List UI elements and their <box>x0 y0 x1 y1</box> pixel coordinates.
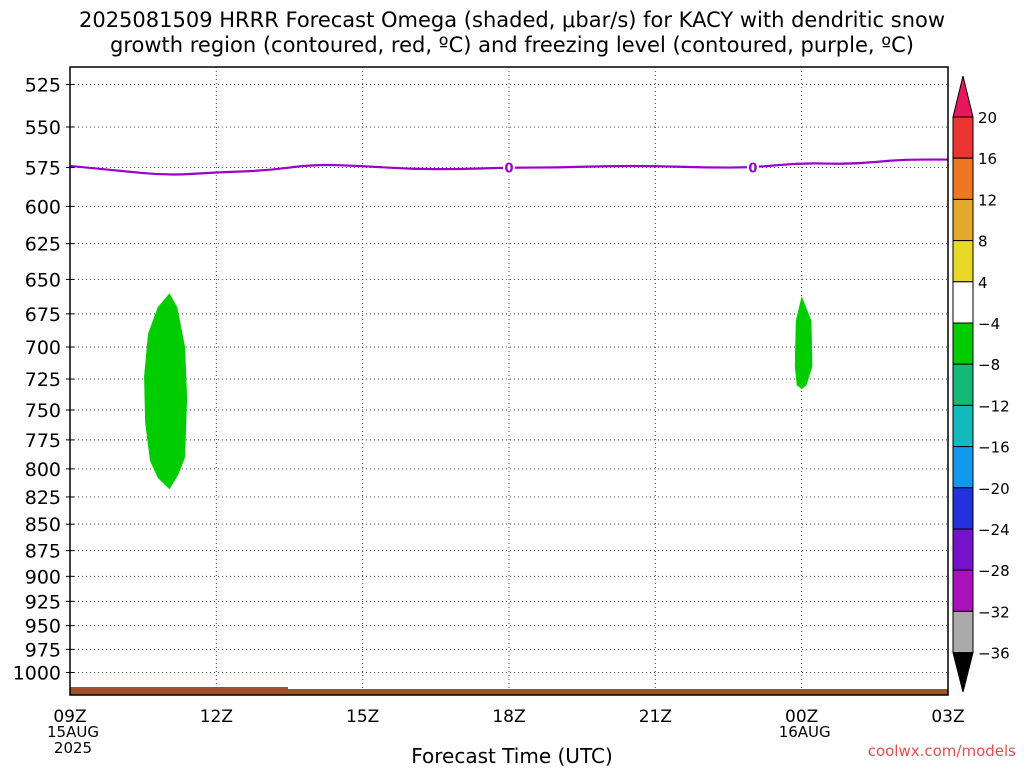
y-tick-label: 1000 <box>13 662 61 684</box>
colorbar-segment <box>952 610 974 654</box>
x-tick-sublabel: 2025 <box>54 739 92 757</box>
y-tick-label: 675 <box>25 304 61 326</box>
x-axis-label: Forecast Time (UTC) <box>411 744 613 768</box>
y-tick-label: 525 <box>25 75 61 97</box>
colorbar-label: −28 <box>978 562 1010 580</box>
colorbar-label: −24 <box>978 521 1010 539</box>
omega-shading <box>144 293 813 490</box>
colorbar-label: −12 <box>978 397 1010 415</box>
y-axis-ticks: 525 550 575 600 625 650 675 700 725 750 775 800 825 8… <box>13 75 74 684</box>
freezing-level-label: 0 <box>504 162 513 177</box>
colorbar-segment <box>952 281 974 324</box>
colorbar-segment <box>952 446 974 489</box>
colorbar-segment <box>952 487 974 530</box>
y-tick-label: 575 <box>25 158 61 180</box>
colorbar-segment <box>952 404 974 448</box>
contour-label-bg <box>746 159 759 176</box>
freezing-level-line <box>69 158 948 176</box>
x-tick-sublabel: 16AUG <box>779 723 831 741</box>
x-tick-label: 21Z <box>639 707 672 727</box>
colorbar-label: −32 <box>978 603 1010 621</box>
plot-frame <box>69 66 949 696</box>
colorbar-label: −8 <box>978 356 1000 374</box>
chart-title-line1: 2025081509 HRRR Forecast Omega (shaded, … <box>78 8 946 32</box>
y-tick-label: 700 <box>25 337 61 359</box>
y-tick-label: 800 <box>25 459 61 481</box>
y-tick-label: 975 <box>25 639 61 661</box>
colorbar-label: −16 <box>978 439 1010 457</box>
y-tick-label: 900 <box>25 566 61 588</box>
x-tick-label: 12Z <box>200 707 233 727</box>
y-tick-label: 950 <box>25 616 61 638</box>
x-tick-label: 18Z <box>492 707 525 727</box>
colorbar-label: −20 <box>978 480 1010 498</box>
colorbar-segment <box>952 322 974 365</box>
omega-region <box>144 293 188 490</box>
plot-border <box>69 66 949 696</box>
colorbar-label: 12 <box>978 191 997 209</box>
freezing-level-label: 0 <box>748 162 757 177</box>
colorbar-label: 16 <box>978 150 997 168</box>
y-tick-label: 825 <box>25 487 61 509</box>
colorbar-label: 4 <box>978 274 988 292</box>
colorbar-top-arrow <box>952 75 974 118</box>
x-tick-label: 09Z <box>53 707 86 727</box>
colorbar-segment <box>952 198 974 242</box>
colorbar-segment <box>952 240 974 283</box>
colorbar-label: 20 <box>978 109 997 127</box>
colorbar-segment <box>952 157 974 200</box>
x-tick-label: 00Z <box>785 707 818 727</box>
y-tick-label: 775 <box>25 430 61 452</box>
contour-label-bg <box>503 159 515 176</box>
site-credit: coolwx.com/models <box>867 742 1016 760</box>
x-tick-label: 15Z <box>346 707 379 727</box>
colorbar-segment <box>952 569 974 612</box>
colorbar-segment <box>952 116 974 159</box>
omega-region <box>794 296 813 390</box>
y-tick-label: 750 <box>25 400 61 422</box>
terrain-band <box>70 687 948 695</box>
y-tick-label: 550 <box>25 117 61 139</box>
colorbar-bottom-arrow <box>952 652 974 693</box>
colorbar-segment <box>952 528 974 571</box>
x-tick-sublabel: 15AUG <box>47 723 99 741</box>
colorbar-label: −4 <box>978 315 1000 333</box>
terrain-band-segment <box>288 689 948 695</box>
y-tick-label: 875 <box>25 541 61 563</box>
chart-title: 2025081509 HRRR Forecast Omega (shaded, … <box>0 8 1024 58</box>
y-tick-label: 600 <box>25 196 61 218</box>
x-tick-label: 03Z <box>931 707 964 727</box>
colorbar-label: 8 <box>978 233 988 251</box>
y-tick-label: 850 <box>25 514 61 536</box>
terrain-band-segment <box>70 687 288 695</box>
y-tick-label: 725 <box>25 369 61 391</box>
colorbar: 20 16 12 8 4 −4 −8 −12 −16 −20 −24 −28 −32 −36 <box>952 75 1010 693</box>
chart-title-line2: growth region (contoured, red, ºC) and f… <box>110 33 914 57</box>
colorbar-segment <box>952 363 974 406</box>
y-tick-label: 625 <box>25 234 61 256</box>
y-tick-label: 925 <box>25 591 61 613</box>
colorbar-label: −36 <box>978 645 1010 663</box>
y-tick-label: 650 <box>25 269 61 291</box>
